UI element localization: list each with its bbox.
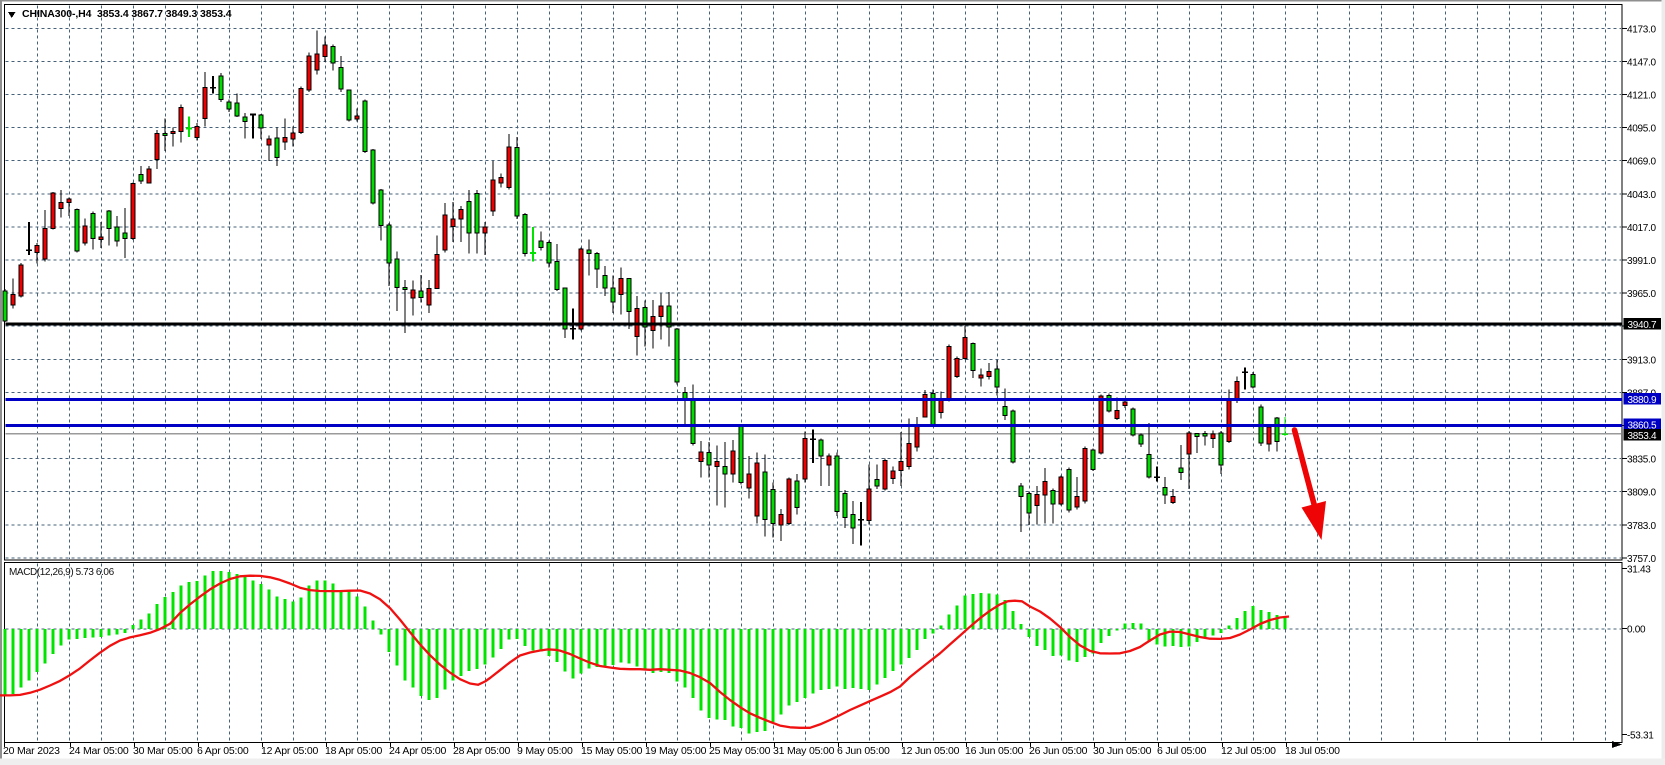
svg-text:3783.0: 3783.0: [1627, 521, 1657, 532]
svg-text:26 Jun 05:00: 26 Jun 05:00: [1029, 745, 1088, 757]
svg-text:MACD(12,26,9) 5.73 6.06: MACD(12,26,9) 5.73 6.06: [9, 567, 115, 578]
svg-text:31.43: 31.43: [1627, 564, 1651, 575]
svg-text:3860.5: 3860.5: [1628, 421, 1658, 432]
svg-text:3965.0: 3965.0: [1627, 289, 1657, 300]
svg-text:3913.0: 3913.0: [1627, 355, 1657, 366]
svg-text:3809.0: 3809.0: [1627, 488, 1657, 499]
svg-text:18 Apr 05:00: 18 Apr 05:00: [325, 745, 383, 757]
svg-text:0.00: 0.00: [1627, 625, 1646, 636]
svg-text:-53.31: -53.31: [1627, 730, 1654, 741]
svg-text:20 Mar 2023: 20 Mar 2023: [3, 745, 60, 757]
svg-text:4095.0: 4095.0: [1627, 124, 1657, 135]
svg-text:3940.7: 3940.7: [1628, 320, 1658, 331]
svg-text:CHINA300-,H4 3853.4 3867.7 38: CHINA300-,H4 3853.4 3867.7 3849.3 3853.4: [22, 8, 232, 20]
svg-text:4173.0: 4173.0: [1627, 24, 1657, 35]
svg-text:19 May 05:00: 19 May 05:00: [645, 745, 707, 757]
svg-text:6 Jun 05:00: 6 Jun 05:00: [837, 745, 890, 757]
svg-text:3835.0: 3835.0: [1627, 455, 1657, 466]
svg-text:4121.0: 4121.0: [1627, 91, 1657, 102]
svg-text:4147.0: 4147.0: [1627, 57, 1657, 68]
svg-text:24 Apr 05:00: 24 Apr 05:00: [389, 745, 447, 757]
svg-text:12 Apr 05:00: 12 Apr 05:00: [261, 745, 319, 757]
svg-text:15 May 05:00: 15 May 05:00: [581, 745, 643, 757]
svg-text:12 Jul 05:00: 12 Jul 05:00: [1221, 745, 1276, 757]
svg-text:25 May 05:00: 25 May 05:00: [709, 745, 771, 757]
svg-text:30 Jun 05:00: 30 Jun 05:00: [1093, 745, 1152, 757]
svg-text:3991.0: 3991.0: [1627, 256, 1657, 267]
svg-text:3853.4: 3853.4: [1628, 431, 1658, 442]
svg-text:9 May 05:00: 9 May 05:00: [517, 745, 573, 757]
svg-text:31 May 05:00: 31 May 05:00: [773, 745, 835, 757]
svg-text:4069.0: 4069.0: [1627, 157, 1657, 168]
svg-text:3757.0: 3757.0: [1627, 554, 1657, 565]
svg-text:6 Jul 05:00: 6 Jul 05:00: [1157, 745, 1207, 757]
svg-text:30 Mar 05:00: 30 Mar 05:00: [133, 745, 193, 757]
svg-text:6 Apr 05:00: 6 Apr 05:00: [197, 745, 249, 757]
svg-text:4017.0: 4017.0: [1627, 223, 1657, 234]
svg-text:4043.0: 4043.0: [1627, 190, 1657, 201]
svg-text:3880.9: 3880.9: [1628, 395, 1658, 406]
svg-text:16 Jun 05:00: 16 Jun 05:00: [965, 745, 1024, 757]
svg-text:12 Jun 05:00: 12 Jun 05:00: [901, 745, 960, 757]
svg-text:28 Apr 05:00: 28 Apr 05:00: [453, 745, 511, 757]
svg-text:24 Mar 05:00: 24 Mar 05:00: [69, 745, 129, 757]
svg-text:18 Jul 05:00: 18 Jul 05:00: [1285, 745, 1340, 757]
